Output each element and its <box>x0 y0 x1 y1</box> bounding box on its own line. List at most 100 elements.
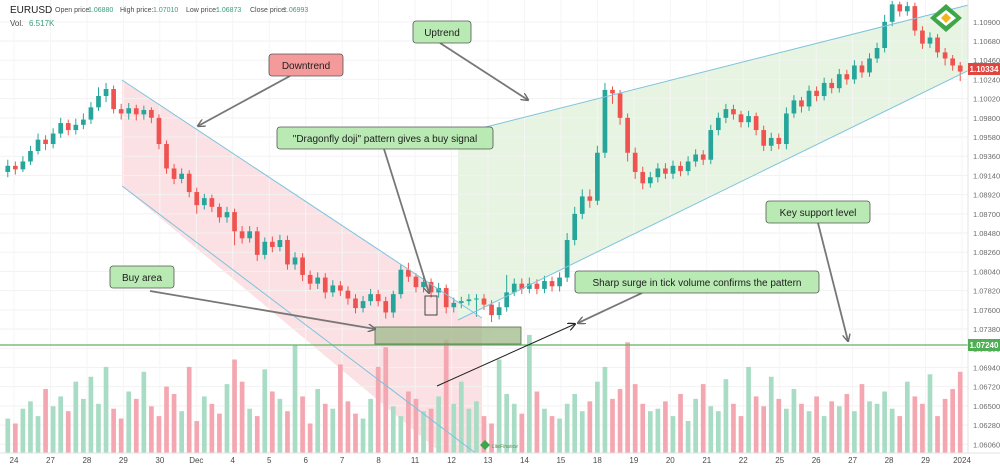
candle <box>413 273 419 293</box>
y-tick-label: 1.08480 <box>973 229 1000 238</box>
volume-bar <box>300 396 305 453</box>
candle-body <box>270 241 275 248</box>
volume-bar <box>421 411 426 453</box>
candle <box>715 112 721 136</box>
volume-bar <box>149 406 154 453</box>
svg-text:Buy area: Buy area <box>122 273 162 284</box>
candle-body <box>534 283 540 289</box>
candle <box>549 276 555 292</box>
candle <box>383 296 389 319</box>
x-tick-label: 20 <box>666 456 675 465</box>
volume-bar <box>133 398 139 453</box>
candle <box>50 128 56 149</box>
candle-body <box>708 130 714 160</box>
volume-bar <box>156 416 162 453</box>
volume-bar <box>194 421 200 453</box>
x-tick-label: 7 <box>340 456 345 465</box>
candle-body <box>874 48 880 59</box>
candle <box>103 82 109 103</box>
volume-bar <box>852 411 857 453</box>
volume-bar <box>700 384 706 453</box>
candle <box>836 68 842 93</box>
candle-body <box>141 109 147 115</box>
y-tick-label: 1.06280 <box>973 421 1000 430</box>
candle <box>806 85 812 111</box>
volume-bar <box>126 391 132 453</box>
candle <box>164 140 169 174</box>
candle-body <box>383 301 389 313</box>
support-price-tag: 1.07240 <box>968 339 1000 351</box>
candle <box>844 69 850 85</box>
candle-body <box>156 117 162 145</box>
candle <box>443 284 449 314</box>
candle-body <box>527 283 532 289</box>
candle <box>436 282 441 298</box>
candle <box>935 34 940 58</box>
candle-body <box>904 6 910 12</box>
candle-body <box>50 133 56 145</box>
y-tick-label: 1.06500 <box>973 402 1000 411</box>
candle-body <box>58 123 64 134</box>
arrow-surge <box>578 292 643 323</box>
time-axis[interactable]: 24 27 28 29 30 Dec 4 5 6 7 8 11 12 13 14 15 18 19 20 21 22 25… <box>0 452 1000 467</box>
arrow-buy-area <box>149 290 375 329</box>
candle <box>625 113 630 162</box>
candle <box>224 206 230 223</box>
volume-bar <box>353 413 358 453</box>
candle <box>474 294 479 317</box>
candle <box>761 125 767 151</box>
volume-bar <box>88 376 94 453</box>
x-tick-label: 27 <box>46 456 55 465</box>
candle <box>35 133 41 155</box>
volume-bar <box>322 403 328 453</box>
candle-body <box>307 274 313 284</box>
candle <box>791 95 797 118</box>
candle <box>12 161 18 175</box>
candle-body <box>217 206 222 218</box>
y-tick-label: 1.08040 <box>973 267 1000 276</box>
volume-bar <box>451 403 457 453</box>
candle <box>307 270 313 290</box>
volume-bar <box>111 408 116 453</box>
volume-bar <box>345 401 351 453</box>
candle-body <box>519 283 525 289</box>
volume-bar <box>791 389 797 453</box>
candle-body <box>496 307 502 316</box>
candle <box>557 272 562 292</box>
candle <box>126 102 132 120</box>
volume-bar <box>307 423 313 453</box>
candle <box>277 234 283 252</box>
volume-bar <box>610 398 615 453</box>
candle <box>149 107 154 124</box>
y-tick-label: 1.09360 <box>973 152 1000 161</box>
volume-bar <box>731 403 736 453</box>
x-tick-label: 29 <box>921 456 930 465</box>
candle-body <box>413 276 419 288</box>
candle-body <box>784 113 789 145</box>
arrow-doji <box>383 148 429 293</box>
price-axis[interactable]: 1.10900 1.10680 1.10460 1.10240 1.10020 1.098… <box>967 0 1000 453</box>
candle-body <box>421 281 426 288</box>
volume-bar <box>504 393 510 453</box>
candle-body <box>647 177 653 184</box>
volume-bar <box>20 408 26 453</box>
candle <box>882 14 887 53</box>
volume-bar <box>209 403 215 453</box>
candle <box>663 163 668 179</box>
candle <box>360 295 366 313</box>
y-tick-label: 1.08260 <box>973 248 1000 257</box>
volume-bar <box>647 411 653 453</box>
svg-text:High price:: High price: <box>120 7 154 14</box>
volume-bar <box>239 381 245 453</box>
x-tick-label: 11 <box>411 456 420 465</box>
candle-body <box>353 298 358 309</box>
volume-bar <box>942 398 948 453</box>
volume-bar <box>58 396 64 453</box>
volume-bar <box>557 418 562 453</box>
x-tick-label: 8 <box>376 456 381 465</box>
candle-body <box>315 277 321 284</box>
volume-bar <box>466 408 472 453</box>
volume-bar <box>50 406 56 453</box>
